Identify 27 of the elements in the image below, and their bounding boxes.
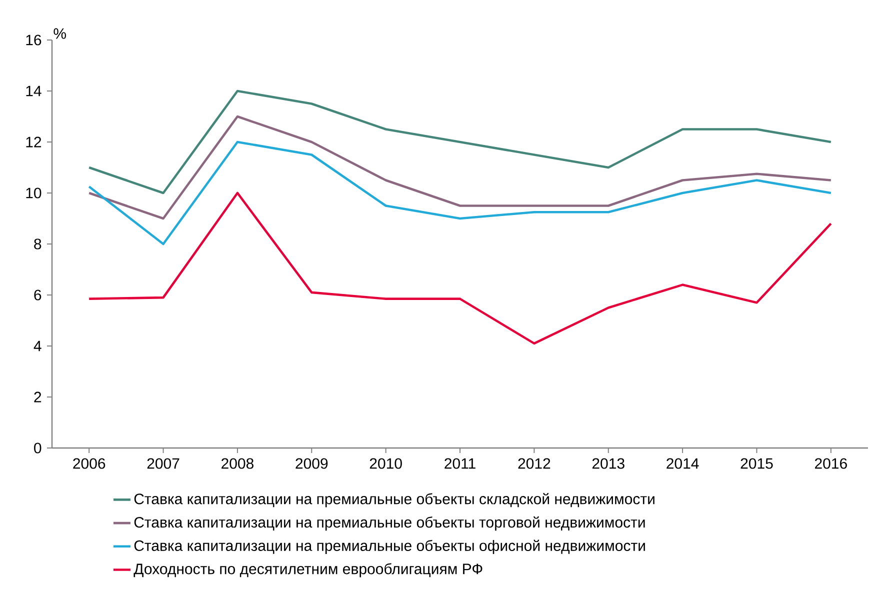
y-tick-label: 8 bbox=[34, 238, 42, 250]
y-tick-label: 14 bbox=[26, 86, 42, 96]
x-tick-label: 2015 bbox=[740, 458, 773, 469]
x-tick-label: 2013 bbox=[592, 458, 624, 469]
x-tick-label: 2016 bbox=[814, 458, 847, 469]
y-axis-title: % bbox=[54, 28, 66, 39]
y-tick-label: 0 bbox=[34, 442, 42, 454]
y-tick-label: 4 bbox=[34, 340, 42, 352]
legend-label: Ставка капитализации на премиальные объекты складской недвижимости bbox=[134, 492, 654, 508]
y-tick-label: 6 bbox=[34, 290, 42, 300]
x-tick-label: 2012 bbox=[518, 458, 550, 469]
x-tick-label: 2006 bbox=[73, 458, 106, 469]
x-tick-label: 2011 bbox=[444, 458, 476, 469]
legend-label: Ставка капитализации на премиальные объекты торговой недвижимости bbox=[134, 516, 645, 531]
x-tick-label: 2008 bbox=[222, 458, 254, 469]
line-series bbox=[88, 140, 832, 246]
y-tick-label: 12 bbox=[26, 136, 42, 148]
y-tick-label: 10 bbox=[26, 188, 42, 198]
x-tick-label: 2009 bbox=[296, 458, 328, 469]
y-tick-label: 2 bbox=[34, 392, 42, 402]
legend-label: Доходность по десятилетним еврооблигациям РФ bbox=[134, 563, 482, 578]
legend-label: Ставка капитализации на премиальные объекты офисной недвижимости bbox=[134, 540, 645, 554]
line-series bbox=[88, 192, 832, 345]
x-tick-label: 2007 bbox=[147, 458, 180, 469]
x-tick-label: 2014 bbox=[666, 458, 699, 469]
x-tick-label: 2010 bbox=[370, 458, 402, 469]
y-tick-label: 16 bbox=[26, 34, 42, 46]
